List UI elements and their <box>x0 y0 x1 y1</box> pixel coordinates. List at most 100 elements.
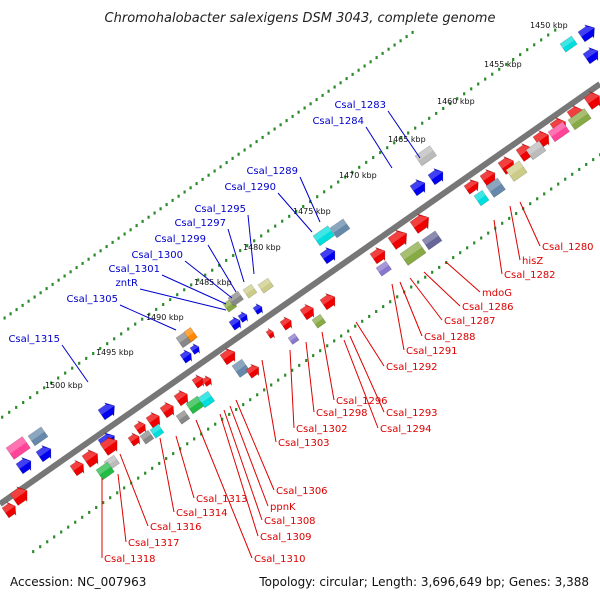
gene-highlight <box>10 488 28 500</box>
gene-highlight <box>480 171 495 181</box>
gene-feature <box>463 179 479 195</box>
leader-line <box>343 339 379 429</box>
tick-dot <box>473 241 476 245</box>
tick-dot <box>442 107 445 110</box>
tick-dot <box>147 215 150 219</box>
gene-arrow <box>189 343 200 355</box>
tick-dot <box>183 288 186 292</box>
tick-dot <box>195 182 198 186</box>
tick-dot <box>456 97 459 101</box>
gene-highlight <box>548 121 567 137</box>
tick-dot <box>387 47 390 51</box>
gene-highlight <box>100 438 118 450</box>
gene-label-reverse: Csal_1317 <box>128 538 180 549</box>
gene-label-reverse: Csal_1313 <box>196 494 248 505</box>
tick-dot <box>237 152 240 156</box>
tick-dot <box>99 249 102 253</box>
gene-highlight <box>410 181 425 191</box>
tick-dot <box>63 274 66 278</box>
gene-labels: Csal_1283 Csal_1284 Csal_1289 Csal_1290 Csal… <box>8 100 593 565</box>
gene-label-reverse: Csal_1303 <box>278 438 330 449</box>
gene-arrow <box>9 486 28 506</box>
gene-highlight <box>428 170 443 180</box>
gene-feature <box>179 349 193 364</box>
tick-dot <box>36 391 39 395</box>
gene-block <box>175 409 191 425</box>
gene-feature <box>329 218 351 239</box>
gene-feature <box>127 432 141 447</box>
gene-label-reverse: Csal_1309 <box>260 532 312 543</box>
tick-dot <box>33 295 36 299</box>
gene-highlight <box>36 447 51 457</box>
leader-line <box>139 288 227 311</box>
scale-label: 1460 kbp <box>437 97 475 106</box>
tick-dot <box>274 224 277 228</box>
tick-dot <box>102 501 105 505</box>
leader-line <box>423 271 461 307</box>
gene-arrow <box>409 213 430 234</box>
tick-dot <box>508 216 511 220</box>
tick-dot <box>51 282 54 286</box>
gene-feature <box>189 343 200 355</box>
gene-arrow <box>369 246 386 265</box>
tick-dot <box>399 39 402 43</box>
gene-label-reverse: Csal_1287 <box>444 316 496 327</box>
tick-dot <box>417 280 420 284</box>
tick-dot <box>67 525 70 529</box>
tick-dot <box>148 312 151 316</box>
gene-block <box>257 277 274 294</box>
tick-dot <box>232 254 235 257</box>
tick-dot <box>219 165 222 169</box>
tick-dot <box>515 212 518 215</box>
gene-block <box>311 313 327 329</box>
gene-label-forward: Csal_1299 <box>154 234 206 245</box>
gene-feature <box>245 363 260 379</box>
tick-dot <box>303 106 306 110</box>
gene-arrow <box>81 448 99 468</box>
gene-highlight <box>388 231 407 244</box>
tick-dot <box>333 85 336 89</box>
gene-block <box>525 140 547 161</box>
tick-dot <box>177 194 180 198</box>
tick-dot <box>159 207 162 211</box>
gene-highlight <box>312 314 324 325</box>
gene-feature <box>197 390 216 409</box>
tick-dot <box>29 396 32 400</box>
gene-label-forward: Csal_1301 <box>108 264 160 275</box>
tick-dot <box>379 151 382 155</box>
leader-line <box>349 335 385 413</box>
gene-block <box>485 177 506 198</box>
gene-highlight <box>422 230 439 245</box>
gene-block <box>95 461 115 481</box>
leader-line <box>229 405 269 507</box>
tick-dot <box>120 332 123 336</box>
tick-dot <box>99 347 102 351</box>
tick-dot <box>323 190 326 194</box>
leader-line <box>387 110 421 159</box>
gene-label-reverse: hisZ <box>522 256 543 267</box>
gene-highlight <box>474 190 486 201</box>
gene-arrow <box>463 179 479 195</box>
gene-highlight <box>6 436 27 454</box>
gene-block <box>567 108 592 131</box>
tick-dot <box>281 219 284 223</box>
tick-dot <box>309 102 312 106</box>
leader-line <box>159 437 175 513</box>
tick-dot <box>109 496 112 500</box>
tick-dot <box>487 231 490 235</box>
gene-arrow <box>228 316 242 331</box>
tick-dot <box>277 378 280 382</box>
leader-line <box>261 359 277 443</box>
tick-dot <box>249 144 252 148</box>
gene-block <box>183 326 198 343</box>
tick-dot <box>92 352 95 355</box>
gene-block <box>547 121 571 143</box>
gene-block <box>242 283 258 299</box>
gene-label-reverse: Csal_1288 <box>424 332 476 343</box>
gene-block <box>505 160 528 182</box>
leader-line <box>247 214 255 275</box>
gene-highlight <box>160 403 174 413</box>
gene-highlight <box>82 451 98 462</box>
tick-dot <box>285 119 288 123</box>
tick-dot <box>253 239 256 243</box>
